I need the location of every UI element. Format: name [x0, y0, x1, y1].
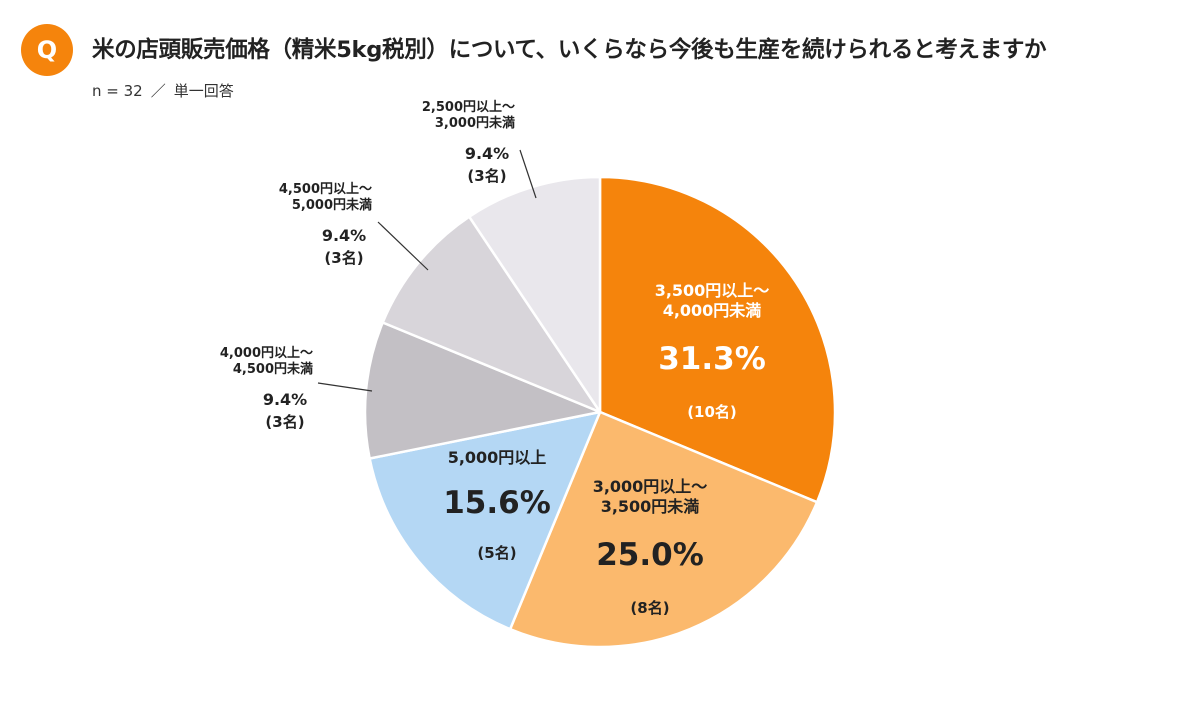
slice-percent-label: 15.6%	[443, 485, 551, 521]
slice-count-label: (3名)	[265, 413, 304, 431]
slice-count-label: (5名)	[477, 544, 516, 562]
slice-leader-line	[519, 149, 537, 199]
pie-slice	[598, 175, 837, 504]
question-badge: Q	[21, 24, 73, 76]
slice-count-label: (8名)	[630, 599, 669, 617]
sample-separator: ／	[150, 82, 166, 100]
slice-label-line1: 3,500円以上～	[655, 281, 770, 300]
slice-percent-label: 31.3%	[658, 341, 766, 377]
slice-percent-label: 9.4%	[465, 144, 509, 163]
slice-label-line1: 4,500円以上～	[279, 182, 372, 197]
slice-leader-line	[377, 221, 429, 271]
slice-label-line2: 3,500円未満	[601, 497, 700, 516]
pie-slice	[508, 410, 819, 649]
sample-note: n = 32 ／ 単一回答	[92, 80, 234, 101]
slice-label-line2: 3,000円未満	[435, 115, 515, 131]
pie-slice	[381, 215, 602, 414]
slice-label-line1: 5,000円以上	[448, 448, 547, 467]
slice-count-label: (10名)	[687, 403, 737, 421]
slice-percent-label: 9.4%	[322, 226, 366, 245]
slice-label-line2: 5,000円未満	[292, 197, 372, 213]
slice-label-line2: 4,000円未満	[663, 301, 762, 320]
answer-type: 単一回答	[173, 82, 234, 100]
slice-label-line2: 4,500円未満	[233, 361, 313, 377]
pie-slice	[468, 175, 602, 414]
slice-label-line1: 4,000円以上～	[220, 346, 313, 361]
sample-size: n = 32	[92, 82, 143, 100]
slice-percent-label: 9.4%	[263, 390, 307, 409]
slice-label-line1: 2,500円以上～	[422, 100, 515, 115]
question-title: 米の店頭販売価格（精米5kg税別）について、いくらなら今後も生産を続けられると考…	[92, 37, 1047, 63]
slice-leader-line	[317, 382, 373, 392]
slice-label-line1: 3,000円以上～	[593, 477, 708, 496]
slice-percent-label: 25.0%	[596, 537, 704, 573]
slice-count-label: (3名)	[467, 167, 506, 185]
pie-slice	[368, 410, 602, 631]
slice-count-label: (3名)	[324, 249, 363, 267]
